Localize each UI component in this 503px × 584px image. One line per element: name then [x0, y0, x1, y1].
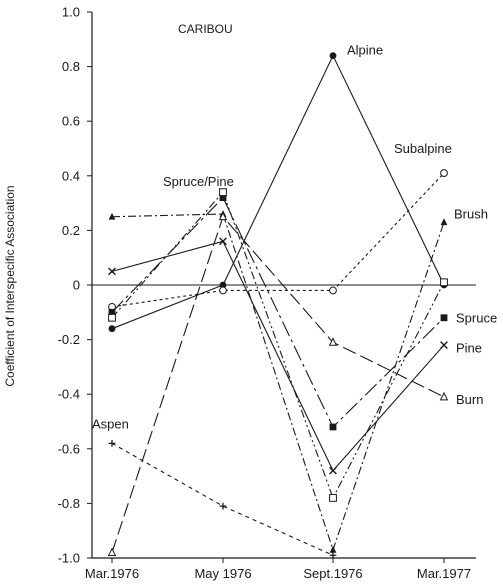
annotation-spruce: Spruce — [456, 310, 497, 325]
y-axis-title: Coefficient of Interspecific Association — [3, 185, 17, 386]
data-point — [219, 281, 227, 289]
x-tick-label: Mar.1976 — [85, 566, 139, 581]
data-point — [219, 502, 227, 510]
series-line — [111, 442, 334, 556]
series-line — [111, 172, 445, 308]
data-point — [218, 211, 228, 221]
y-tick-label: 0.2 — [62, 223, 80, 238]
series-alpine — [108, 52, 448, 333]
y-tick-label: 0.8 — [62, 59, 80, 74]
data-point — [108, 267, 116, 276]
annotation-aspen: Aspen — [92, 417, 129, 432]
annotation-layer: Alpine Subalpine Brush Spruce/Pine Spruce Pin… — [92, 43, 497, 432]
annotation-burn: Burn — [456, 392, 483, 407]
x-tick-label: Mar.1977 — [417, 566, 471, 581]
data-point — [219, 194, 227, 202]
y-tick-label: -0.6 — [58, 441, 80, 456]
y-tick-label: 1.0 — [62, 5, 80, 20]
y-tick-label: -0.4 — [58, 387, 80, 402]
data-point — [219, 188, 227, 197]
data-point — [108, 313, 116, 322]
annotation-spruce-pine: Spruce/Pine — [163, 174, 234, 189]
data-point — [108, 325, 116, 333]
series-aspen — [108, 439, 337, 559]
data-point — [329, 466, 337, 475]
data-point — [440, 218, 448, 226]
data-point — [107, 547, 117, 556]
annotation-subalpine: Subalpine — [394, 141, 452, 156]
data-point — [219, 237, 227, 246]
data-point — [440, 169, 448, 177]
series-line — [111, 240, 445, 472]
annotation-brush: Brush — [454, 207, 488, 222]
y-tick-label: 0.6 — [62, 114, 80, 129]
y-tick-label: 0 — [73, 278, 80, 293]
annotation-pine: Pine — [456, 340, 482, 355]
data-point — [440, 278, 448, 287]
data-point — [329, 286, 337, 295]
data-point — [108, 439, 116, 447]
data-point — [329, 545, 337, 553]
series-pine — [108, 237, 448, 475]
data-point — [329, 423, 337, 431]
series-spruce-pine — [108, 188, 448, 502]
series-line — [111, 197, 445, 428]
y-tick-label: -0.2 — [58, 332, 80, 347]
y-tick-label: -0.8 — [58, 496, 80, 511]
series-spruce — [108, 194, 448, 431]
series-subalpine — [108, 169, 448, 311]
data-point — [108, 308, 116, 316]
series-line — [111, 55, 445, 330]
chart-title: CARIBOU — [178, 22, 233, 36]
annotation-alpine: Alpine — [347, 43, 383, 58]
data-point — [440, 341, 448, 349]
data-point — [439, 391, 449, 401]
x-tick-label: May 1976 — [194, 566, 251, 581]
series-line — [111, 216, 445, 553]
series-burn — [107, 211, 449, 556]
series-brush — [108, 210, 448, 553]
data-point — [219, 286, 227, 295]
axes: 1.0 0.8 0.6 0.4 0.2 0 -0.2 -0.4 -0.6 -0.8 -1.0 Mar.… — [58, 5, 476, 581]
data-point — [329, 52, 337, 60]
data-point — [440, 314, 448, 322]
data-point — [108, 212, 116, 220]
y-tick-label: -1.0 — [58, 551, 80, 566]
x-tick-label: Sept.1976 — [303, 566, 362, 581]
series-layer — [107, 52, 449, 559]
y-tick-label: 0.4 — [62, 168, 80, 183]
series-line — [111, 213, 445, 551]
data-point — [329, 551, 337, 559]
data-point — [329, 494, 337, 502]
data-point — [328, 337, 338, 346]
series-line — [111, 191, 445, 499]
